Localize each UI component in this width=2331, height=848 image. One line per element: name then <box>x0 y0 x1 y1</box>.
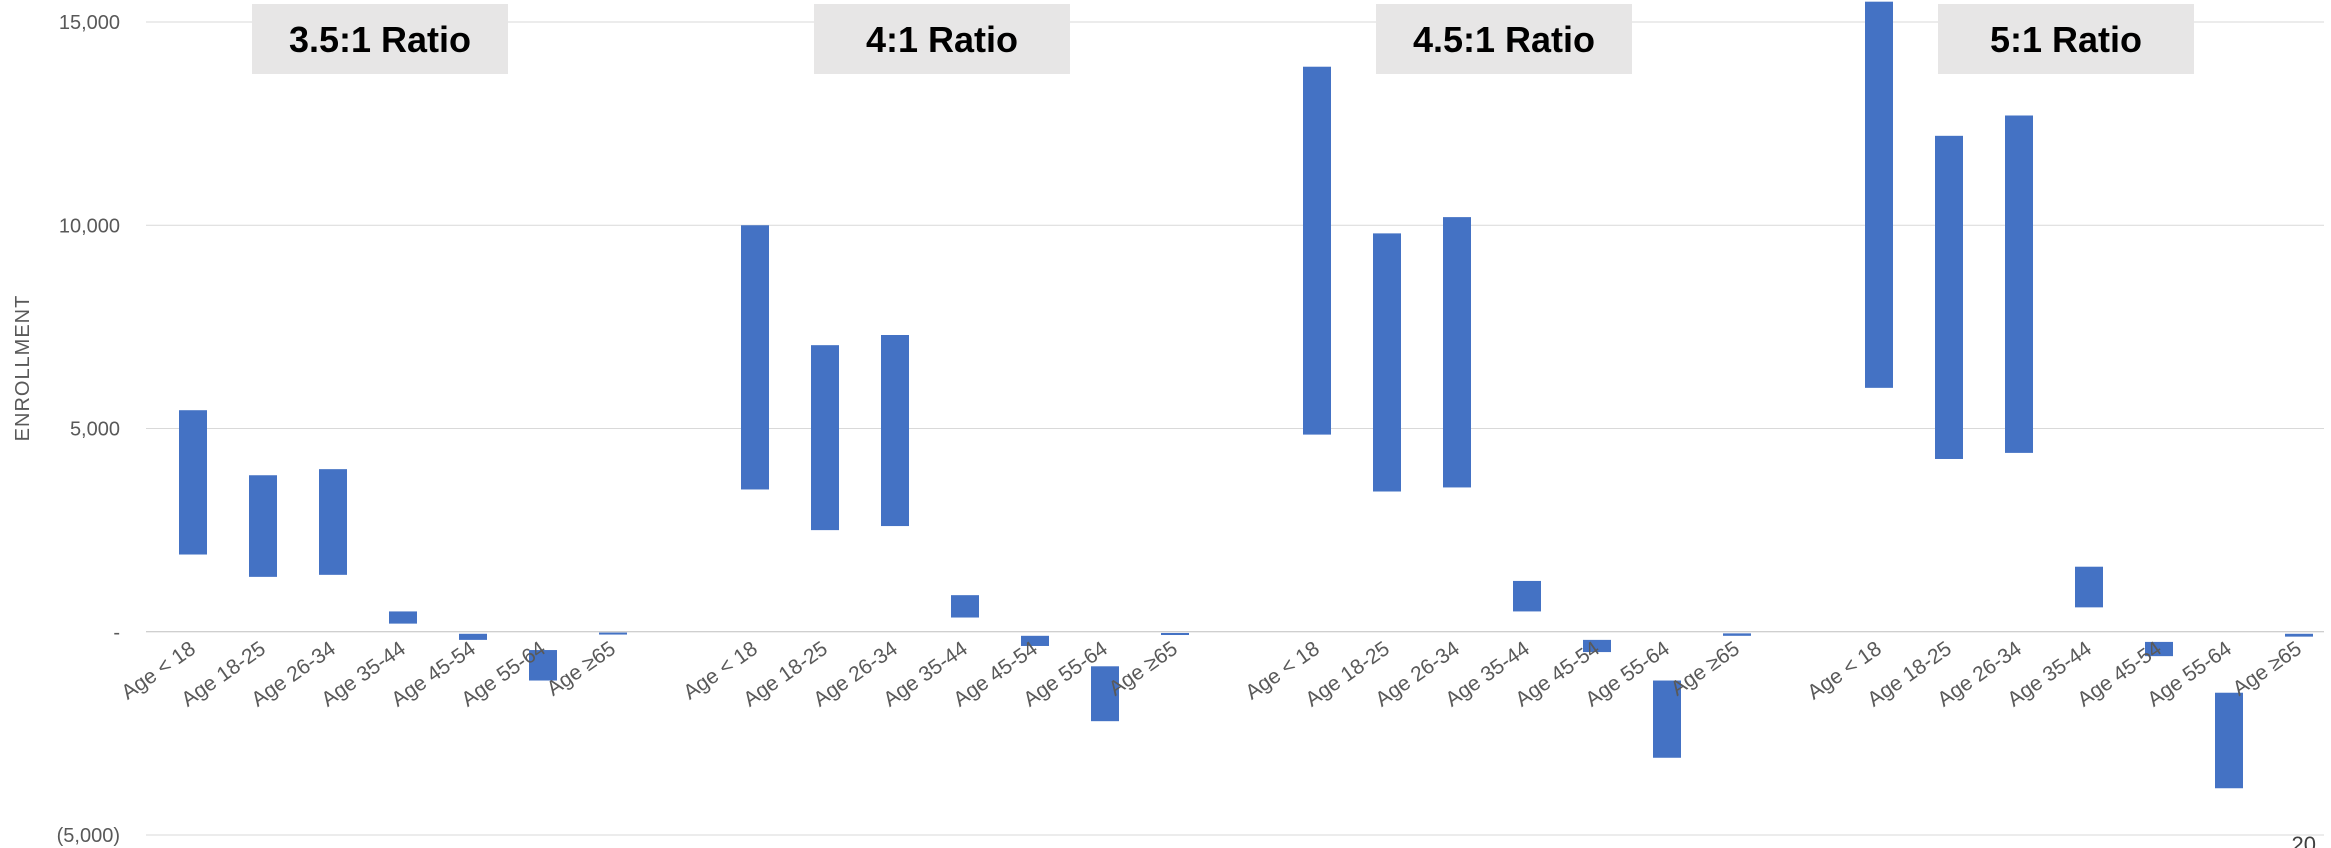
panel-title-box <box>1376 4 1632 74</box>
bar <box>2075 566 2103 608</box>
bar <box>1161 632 1189 636</box>
bar <box>811 345 839 531</box>
bar <box>179 410 207 555</box>
bar <box>2005 115 2033 453</box>
y-axis-title: ENROLLMENT <box>12 295 34 442</box>
bar <box>1091 666 1119 722</box>
bar <box>599 632 627 635</box>
bar <box>741 225 769 490</box>
bar <box>1583 639 1611 653</box>
bar <box>1865 1 1893 388</box>
panel-title: 4:1 Ratio <box>866 19 1018 60</box>
bar <box>2285 633 2313 637</box>
page-number: 20 <box>2292 832 2316 848</box>
panel-title-box <box>1938 4 2194 74</box>
bar <box>951 595 979 618</box>
bar <box>529 650 557 681</box>
panel-title-box <box>252 4 508 74</box>
y-axis-tick-labels: 15,000 10,000 5,000 - (5,000) <box>57 12 120 847</box>
y-tick-label: 15,000 <box>59 12 120 34</box>
x-category-label: Age ≥65 <box>1667 637 1744 701</box>
bar-series <box>179 1 2313 789</box>
bar <box>459 633 487 640</box>
panel-title: 3.5:1 Ratio <box>289 19 471 60</box>
bar <box>319 469 347 575</box>
bar <box>249 475 277 577</box>
bar <box>1935 135 1963 459</box>
y-tick-label: - <box>113 622 120 644</box>
panel-title: 5:1 Ratio <box>1990 19 2142 60</box>
bar <box>2215 692 2243 789</box>
y-tick-label: 10,000 <box>59 215 120 237</box>
bar <box>389 611 417 624</box>
x-category-label: Age ≥65 <box>2229 637 2306 701</box>
bar <box>1653 680 1681 758</box>
bar <box>1021 635 1049 646</box>
bar <box>881 335 909 527</box>
bar <box>1443 217 1471 488</box>
panel-title-box <box>814 4 1070 74</box>
bar <box>1723 633 1751 636</box>
panel-title: 4.5:1 Ratio <box>1413 19 1595 60</box>
y-tick-label: 5,000 <box>70 419 120 441</box>
panel-titles: 3.5:1 Ratio 4:1 Ratio 4.5:1 Ratio 5:1 Ratio <box>252 4 2194 74</box>
bar <box>1373 233 1401 492</box>
bar <box>1513 580 1541 612</box>
bar <box>1303 66 1331 435</box>
bar <box>2145 641 2173 657</box>
y-tick-label: (5,000) <box>57 825 120 847</box>
gridlines <box>146 21 2324 836</box>
